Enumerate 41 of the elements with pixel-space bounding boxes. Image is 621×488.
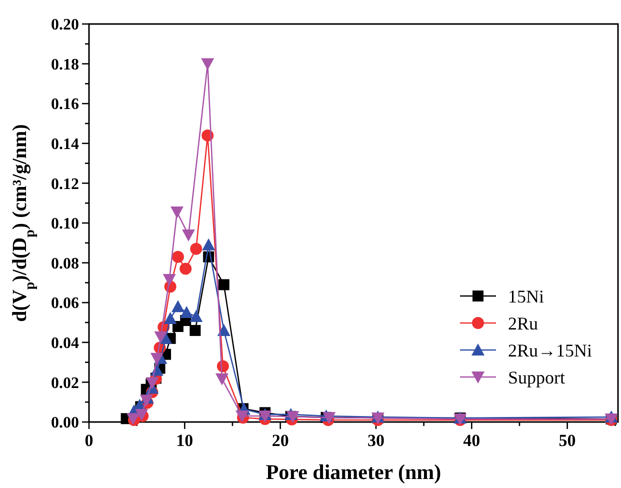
legend-label: 2Ru bbox=[508, 313, 538, 334]
point bbox=[150, 352, 164, 365]
x-tick-label: 10 bbox=[176, 431, 194, 450]
point bbox=[215, 373, 228, 386]
legend-label: Support bbox=[508, 367, 566, 388]
y-tick-label: 0.04 bbox=[51, 335, 79, 352]
y-tick-label: 0.20 bbox=[51, 16, 79, 34]
point bbox=[171, 300, 184, 312]
x-tick-label: 40 bbox=[463, 431, 480, 450]
point bbox=[258, 410, 272, 423]
y-tick-label: 0.10 bbox=[51, 216, 79, 233]
point bbox=[180, 262, 192, 275]
point bbox=[180, 306, 194, 318]
x-axis-title: Pore diameter (nm) bbox=[266, 460, 442, 484]
point bbox=[164, 312, 177, 324]
x-tick-label: 50 bbox=[558, 431, 576, 450]
point bbox=[217, 324, 230, 336]
point bbox=[172, 250, 184, 263]
legend-label: 2Ru→15Ni bbox=[508, 340, 592, 360]
point bbox=[190, 242, 202, 255]
point bbox=[162, 274, 176, 286]
y-tick-label: 0.14 bbox=[51, 136, 79, 153]
x-tick-label: 0 bbox=[84, 431, 94, 450]
point bbox=[190, 310, 203, 322]
legend-label: 15Ni bbox=[508, 286, 544, 306]
y-tick-label: 0.12 bbox=[51, 176, 79, 193]
y-tick-label: 0.06 bbox=[51, 295, 79, 312]
y-tick-label: 0.18 bbox=[51, 56, 79, 74]
x-tick-label: 20 bbox=[272, 431, 289, 450]
x-tick-label: 30 bbox=[367, 431, 384, 450]
y-tick-label: 0.16 bbox=[51, 96, 79, 114]
y-tick-label: 0.08 bbox=[51, 255, 79, 272]
point bbox=[190, 324, 201, 336]
point bbox=[201, 58, 214, 70]
point bbox=[170, 206, 184, 219]
y-tick-label: 0.02 bbox=[51, 374, 79, 392]
point bbox=[202, 238, 216, 250]
point bbox=[218, 279, 230, 290]
point bbox=[182, 229, 195, 242]
point bbox=[154, 331, 168, 344]
y-tick-label: 0.00 bbox=[51, 414, 79, 432]
